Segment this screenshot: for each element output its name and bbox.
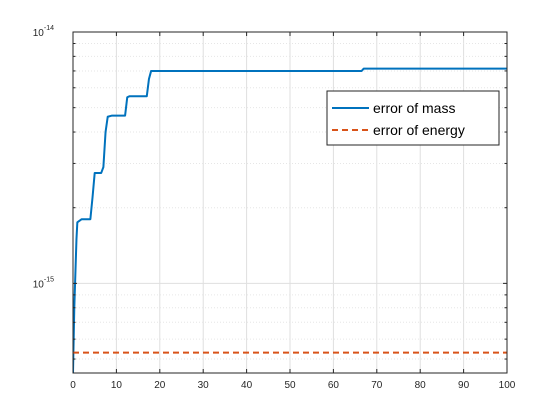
y-tick-label-base: 10 (33, 279, 45, 290)
grid (73, 32, 507, 373)
x-tick-label: 70 (371, 380, 383, 391)
y-tick-label: 10-15 (33, 276, 54, 290)
x-tick-label: 0 (70, 380, 76, 391)
x-tick-label: 60 (328, 380, 340, 391)
x-tick-label: 50 (284, 380, 296, 391)
x-tick-label: 30 (198, 380, 210, 391)
y-tick-label-exponent: -15 (44, 276, 54, 283)
y-tick-label-exponent: -14 (44, 25, 54, 32)
legend-label: error of mass (373, 100, 455, 116)
x-tick-label: 100 (499, 380, 516, 391)
legend-box (326, 90, 500, 146)
ticks (72, 31, 508, 373)
x-tick-label: 80 (415, 380, 427, 391)
x-tick-label: 10 (111, 380, 123, 391)
x-tick-label: 40 (241, 380, 253, 391)
series-layer (73, 67, 507, 373)
y-tick-label: 10-14 (33, 25, 54, 39)
x-tick-label: 90 (458, 380, 470, 391)
x-tick-label: 20 (154, 380, 166, 391)
y-tick-label-base: 10 (33, 28, 45, 39)
series-line-mass (73, 67, 507, 373)
legend-label: error of energy (373, 122, 465, 138)
legend: error of mass error of energy (326, 90, 500, 146)
